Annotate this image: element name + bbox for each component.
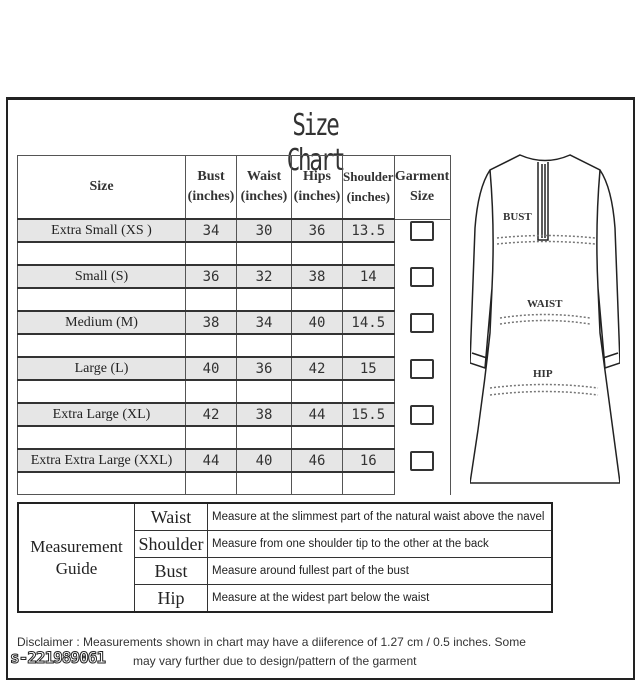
size-row: Extra Large (XL) 42 38 44 15.5 [17,402,451,427]
shoulder-value: 15 [342,356,395,381]
header-size: Size [17,155,186,220]
header-bust: Bust (inches) [185,155,237,220]
size-row: Small (S) 36 32 38 14 [17,264,451,289]
size-name: Extra Small (XS ) [17,218,186,243]
waist-line [499,313,591,325]
garment-size-checkbox[interactable] [410,404,435,425]
waist-value: 32 [236,264,292,289]
header-shoulder: Shoulder (inches) [342,155,395,220]
shoulder-value: 15.5 [342,402,395,427]
bust-label: BUST [503,211,532,223]
hips-value: 42 [291,356,343,381]
spacer-row [17,379,451,404]
guide-key: Bust [134,557,208,585]
garment-size-checkbox[interactable] [410,220,435,241]
hip-label: HIP [533,368,553,380]
guide-desc: Measure from one shoulder tip to the oth… [207,530,553,558]
garment-size-cell [393,403,451,426]
guide-key: Waist [134,502,208,531]
spacer-row [17,471,451,495]
header-row: Size Bust (inches) Waist (inches) Hips (inc… [17,155,451,220]
shoulder-value: 14.5 [342,310,395,335]
garment-size-checkbox[interactable] [410,450,435,471]
garment-size-cell [393,265,451,288]
waist-value: 38 [236,402,292,427]
bust-value: 44 [185,448,237,473]
guide-key: Shoulder [134,530,208,558]
size-name: Extra Extra Large (XXL) [17,448,186,473]
waist-value: 40 [236,448,292,473]
guide-desc: Measure at the slimmest part of the natu… [207,502,553,531]
size-table: Size Bust (inches) Waist (inches) Hips (inc… [17,155,451,495]
guide-row: Bust Measure around fullest part of the … [18,557,553,585]
waist-label: WAIST [527,298,563,310]
guide-label: Measurement Guide [17,502,135,613]
guide-key: Hip [134,584,208,613]
spacer-row [17,241,451,266]
shoulder-value: 16 [342,448,395,473]
header-hips: Hips (inches) [291,155,343,220]
hip-line [489,383,599,396]
size-name: Extra Large (XL) [17,402,186,427]
spacer-row [17,425,451,450]
bust-value: 42 [185,402,237,427]
hips-value: 40 [291,310,343,335]
garment-size-cell [393,219,451,242]
garment-size-checkbox[interactable] [410,266,435,287]
kurta-diagram: BUST WAIST HIP [470,154,620,484]
placket [537,162,549,241]
garment-size-checkbox[interactable] [410,358,435,379]
size-row: Extra Extra Large (XXL) 44 40 46 16 [17,448,451,473]
measurement-guide-table: Measurement Guide Waist Measure at the sl… [17,502,553,613]
size-name: Large (L) [17,356,186,381]
disclaimer-line-2: may vary further due to design/pattern o… [133,654,417,668]
bust-value: 36 [185,264,237,289]
header-waist: Waist (inches) [236,155,292,220]
shoulder-value: 14 [342,264,395,289]
hips-value: 38 [291,264,343,289]
hips-value: 46 [291,448,343,473]
garment-size-cell [393,311,451,334]
bust-line [496,234,596,245]
spacer-row [17,333,451,358]
garment-size-cell [393,357,451,380]
spacer-row [17,287,451,312]
chart-frame [6,97,635,680]
bust-value: 40 [185,356,237,381]
waist-value: 34 [236,310,292,335]
guide-row: Hip Measure at the widest part below the… [18,584,553,613]
guide-desc: Measure at the widest part below the wai… [207,584,553,613]
waist-value: 30 [236,218,292,243]
bust-value: 34 [185,218,237,243]
disclaimer-line-1: Disclaimer : Measurements shown in chart… [17,635,526,649]
shoulder-value: 13.5 [342,218,395,243]
size-row: Extra Small (XS ) 34 30 36 13.5 [17,218,451,243]
hips-value: 44 [291,402,343,427]
header-garment-size: Garment Size [393,155,451,220]
size-row: Medium (M) 38 34 40 14.5 [17,310,451,335]
size-row: Large (L) 40 36 42 15 [17,356,451,381]
garment-size-cell [393,449,451,472]
size-name: Small (S) [17,264,186,289]
watermark: s-221989061 [10,648,107,668]
guide-desc: Measure around fullest part of the bust [207,557,553,585]
garment-size-checkbox[interactable] [410,312,435,333]
hips-value: 36 [291,218,343,243]
waist-value: 36 [236,356,292,381]
disclaimer: Disclaimer : Measurements shown in chart… [17,633,617,671]
bust-value: 38 [185,310,237,335]
size-name: Medium (M) [17,310,186,335]
guide-row: Measurement Guide Waist Measure at the sl… [17,502,553,613]
